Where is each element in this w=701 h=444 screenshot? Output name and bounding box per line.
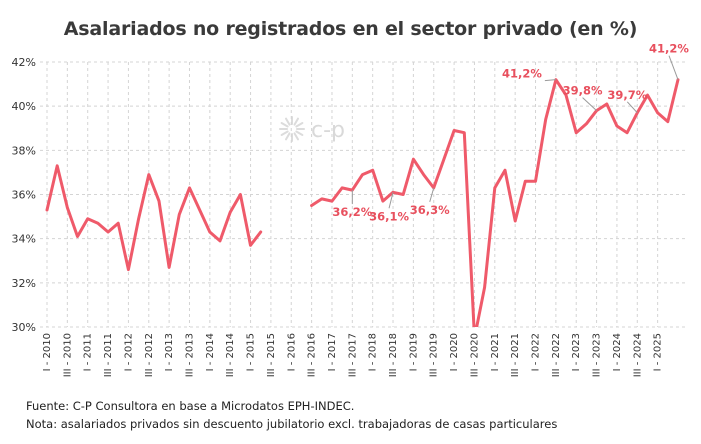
- x-tick-label: I - 2020: [449, 333, 460, 371]
- sun-ray: [293, 132, 299, 141]
- x-tick-label: III - 2016: [307, 333, 318, 377]
- sun-ray: [285, 117, 291, 126]
- sun-logo-icon: [279, 116, 305, 142]
- annotation-leader: [582, 97, 597, 111]
- sun-ray: [285, 132, 291, 141]
- data-label: 36,2%: [332, 205, 372, 219]
- line-chart: c-p 30% 32% 34% 36% 38% 40% 42% I - 2010 III - …: [12, 42, 690, 378]
- y-tick-label: 38%: [12, 144, 36, 157]
- x-tick-label: III - 2015: [266, 333, 277, 377]
- x-tick-label: III - 2011: [103, 333, 114, 377]
- x-tick-label: I - 2011: [83, 333, 94, 371]
- x-tick-label: I - 2013: [164, 333, 175, 371]
- x-tick-label: I - 2015: [246, 333, 257, 371]
- x-tick-label: I - 2017: [327, 333, 338, 371]
- x-tick-label: I - 2010: [42, 333, 53, 371]
- y-tick-label: 40%: [12, 100, 36, 113]
- data-label: 39,7%: [607, 88, 647, 102]
- watermark-logo: c-p: [279, 116, 345, 143]
- series-segment-2: [310, 78, 680, 327]
- y-tick-label: 30%: [12, 321, 36, 334]
- x-tick-label: I - 2014: [205, 333, 216, 371]
- x-tick-label: III - 2024: [632, 333, 643, 377]
- series-segment-1: [45, 164, 263, 272]
- x-tick-label: III - 2014: [225, 333, 236, 377]
- x-tick-label: III - 2019: [429, 333, 440, 377]
- y-tick-label: 34%: [12, 233, 36, 246]
- x-tick-label: III - 2022: [551, 333, 562, 377]
- x-tick-label: III - 2010: [62, 333, 73, 377]
- data-label: 41,2%: [502, 67, 542, 81]
- y-axis-ticks: 30% 32% 34% 36% 38% 40% 42%: [12, 56, 36, 334]
- x-tick-label: III - 2012: [144, 333, 155, 377]
- data-label: 36,3%: [410, 203, 450, 217]
- data-label: 36,1%: [369, 209, 409, 223]
- annotation-leader: [626, 101, 638, 114]
- annotation-leader: [388, 192, 394, 209]
- x-tick-label: I - 2025: [653, 333, 664, 371]
- chart-title: Asalariados no registrados en el sector …: [63, 18, 638, 40]
- gridlines: [40, 61, 685, 328]
- x-tick-label: I - 2022: [531, 333, 542, 371]
- x-tick-label: III - 2023: [592, 333, 603, 377]
- sun-ray: [280, 130, 289, 136]
- y-tick-label: 42%: [12, 56, 36, 69]
- x-tick-label: III - 2020: [469, 333, 480, 377]
- x-tick-label: III - 2018: [388, 333, 399, 377]
- y-tick-label: 36%: [12, 189, 36, 202]
- annotation-leader: [668, 55, 679, 80]
- sun-ray: [293, 117, 299, 126]
- x-tick-label: I - 2021: [490, 333, 501, 371]
- x-tick-label: I - 2019: [408, 333, 419, 371]
- footnote: Nota: asalariados privados sin descuento…: [26, 417, 558, 431]
- data-labels: 36,2%36,1% 36,3% 41,2% 39,8% 39,7% 41,2%: [332, 42, 689, 224]
- x-axis-ticks: I - 2010 III - 2010 I - 2011 III - 2011 I - …: [42, 333, 664, 377]
- x-tick-label: I - 2018: [368, 333, 379, 371]
- sun-ray: [295, 122, 304, 128]
- x-tick-label: I - 2016: [286, 333, 297, 371]
- sun-ray: [295, 130, 304, 136]
- y-tick-label: 32%: [12, 277, 36, 290]
- source-note: Fuente: C-P Consultora en base a Microda…: [26, 399, 355, 413]
- data-label: 39,8%: [563, 84, 603, 98]
- x-tick-label: III - 2021: [510, 333, 521, 377]
- x-tick-label: I - 2024: [612, 333, 623, 371]
- annotation-leaders: [351, 55, 679, 209]
- annotation-leader: [544, 79, 556, 82]
- x-tick-label: I - 2012: [123, 333, 134, 371]
- x-tick-label: III - 2013: [184, 333, 195, 377]
- x-tick-label: I - 2023: [571, 333, 582, 371]
- watermark-text: c-p: [311, 118, 345, 143]
- data-label: 41,2%: [649, 42, 689, 56]
- annotation-leader: [429, 187, 435, 203]
- sun-ray: [280, 122, 289, 128]
- x-tick-label: III - 2017: [347, 333, 358, 377]
- series-line: [45, 78, 680, 327]
